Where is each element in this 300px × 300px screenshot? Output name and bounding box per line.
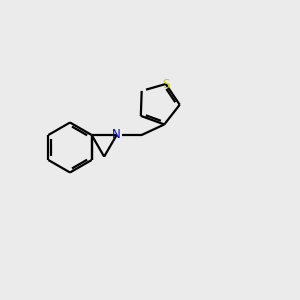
Text: N: N bbox=[112, 128, 121, 142]
Text: S: S bbox=[162, 77, 169, 91]
